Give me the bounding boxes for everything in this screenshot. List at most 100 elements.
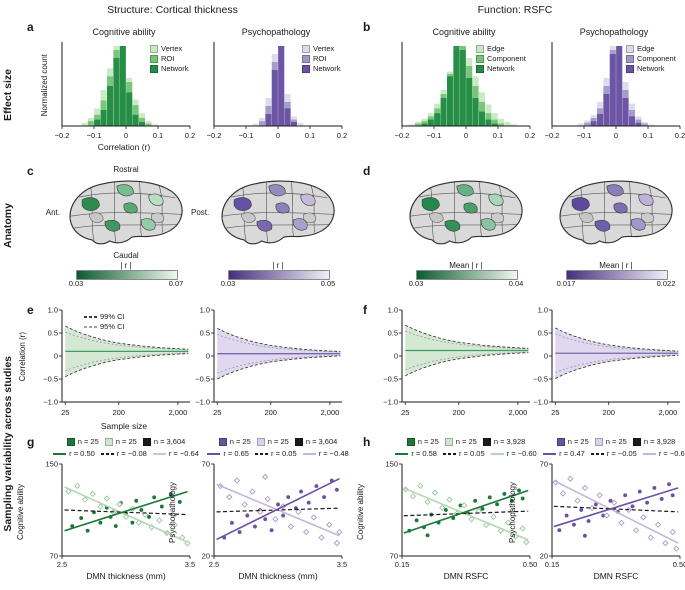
histogram-structure-cognitive: −0.2 −0.1 0 0.1 0.2: [55, 42, 195, 140]
legend-swatch-edge: [476, 44, 484, 53]
r-label-light: r = −0.60: [506, 449, 537, 458]
legend-swatch-nfull: [294, 437, 303, 446]
r-line-sample-dashed: [100, 452, 114, 455]
svg-text:−0.2: −0.2: [55, 131, 70, 140]
svg-text:−0.1: −0.1: [87, 131, 102, 140]
colorbar-max-function-cognitive: 0.04: [508, 279, 524, 288]
svg-text:0.15: 0.15: [395, 560, 410, 569]
svg-text:0.5: 0.5: [538, 329, 548, 338]
svg-text:2,000: 2,000: [509, 408, 528, 417]
legend-swatch-n25-light: [444, 437, 453, 446]
hist-title-structure-psychopathology: Psychopathology: [241, 27, 311, 37]
svg-text:0: 0: [124, 131, 128, 140]
svg-text:0.2: 0.2: [525, 131, 535, 140]
scatter-legend-n-structure-psychopathology: n = 25 n = 25 n = 3,604: [193, 437, 363, 446]
legend-swatch-vertex: [302, 44, 310, 53]
scatter-ylabel-cognitive-ability: Cognitive ability: [15, 483, 25, 541]
r-line-sample-solid: [543, 452, 557, 455]
hist-legend-structure-psychopathology: Vertex ROI Network: [302, 44, 341, 73]
anatomy-label-caudal: Caudal: [113, 251, 139, 260]
r-line-sample-solid: [207, 452, 221, 455]
svg-text:−0.2: −0.2: [395, 131, 410, 140]
panel-letter-d: d: [363, 164, 371, 178]
r-label-dashed: r = −0.05: [606, 449, 637, 458]
svg-text:25: 25: [401, 408, 409, 417]
legend-label-n25-light: n = 25: [115, 437, 137, 446]
svg-text:3.5: 3.5: [337, 560, 347, 569]
svg-text:200: 200: [112, 408, 125, 417]
legend-swatch-network: [476, 64, 484, 73]
funnel-plot-structure-cognitive: 1.0 0.5 0 −0.5 −1.025 200 2,000: [43, 306, 190, 417]
svg-text:1.0: 1.0: [538, 306, 548, 315]
svg-text:2,000: 2,000: [659, 408, 678, 417]
funnel-plot-function-cognitive: 1.0 0.5 0 −0.5 −1.025 200 2,000: [383, 306, 530, 417]
legend-swatch-vertex: [150, 44, 158, 53]
funnel-ylabel-correlation: Correlation (r): [17, 332, 27, 382]
svg-text:70: 70: [540, 460, 548, 469]
legend-swatch-network: [150, 64, 158, 73]
column-header-structure: Structure: Cortical thickness: [107, 4, 238, 16]
svg-text:0.5: 0.5: [48, 329, 58, 338]
scatter-ylabel-cognitive-ability: Cognitive ability: [355, 483, 365, 541]
scatter-legend-n-function-psychopathology: n = 25 n = 25 n = 3,928: [531, 437, 685, 446]
svg-text:0.2: 0.2: [337, 131, 347, 140]
svg-text:−0.5: −0.5: [195, 375, 210, 384]
svg-text:−1.0: −1.0: [533, 398, 548, 407]
anatomy-label-rostral: Rostral: [113, 165, 139, 174]
scatter-legend-r-structure-psychopathology: r = 0.65 r = 0.05 r = −0.48: [193, 449, 363, 458]
r-label-dashed: r = −0.08: [116, 449, 147, 458]
scatter-legend-r-function-psychopathology: r = 0.47 r = −0.05 r = −0.61: [531, 449, 685, 458]
svg-text:1.0: 1.0: [48, 306, 58, 315]
legend-label-network: Network: [487, 64, 515, 73]
svg-text:−0.2: −0.2: [545, 131, 560, 140]
scatter-structure-psychopathology: 20 70 2.5 3.5: [202, 460, 348, 570]
r-label-light: r = −0.64: [168, 449, 199, 458]
scatter-xlabel-dmn-rsfc: DMN RSFC: [443, 571, 489, 581]
r-label-solid: r = 0.47: [559, 449, 585, 458]
svg-text:0: 0: [394, 352, 398, 361]
legend-label-n25-dark: n = 25: [417, 437, 439, 446]
svg-text:0: 0: [544, 352, 548, 361]
hist-title-function-psychopathology: Psychopathology: [579, 27, 649, 37]
anatomy-label-post: Post.: [191, 208, 210, 217]
svg-text:0.5: 0.5: [388, 329, 398, 338]
legend-label-network: Network: [313, 64, 341, 73]
scatter-xlabel-dmn-thickness: DMN thickness (mm): [238, 571, 318, 581]
legend-label-n25-dark: n = 25: [229, 437, 251, 446]
r-line-sample-light: [642, 452, 656, 455]
r-line-sample-light: [302, 452, 316, 455]
r-label-light: r = −0.61: [658, 449, 685, 458]
colorbar-min-function-psychopathology: 0.017: [556, 279, 576, 288]
legend-swatch-n25-dark: [406, 437, 415, 446]
svg-text:25: 25: [551, 408, 559, 417]
svg-text:0.50: 0.50: [673, 560, 685, 569]
hist-xlabel-correlation: Correlation (r): [97, 142, 151, 152]
legend-swatch-edge: [626, 44, 634, 53]
svg-text:0.2: 0.2: [185, 131, 195, 140]
svg-text:2.5: 2.5: [57, 560, 67, 569]
colorbar-label-function-psychopathology: Mean | r |: [599, 261, 633, 270]
funnel-xlabel-sample-size: Sample size: [100, 421, 148, 431]
hist-legend-function-psychopathology: Edge Component Network: [626, 44, 676, 73]
r-label-solid: r = 0.58: [411, 449, 437, 458]
svg-text:2,000: 2,000: [169, 408, 188, 417]
histogram-structure-psychopathology: −0.2 −0.1 0 0.1 0.2: [207, 42, 347, 140]
legend-label-nfull: n = 3,604: [153, 437, 186, 446]
legend-label-n25-dark: n = 25: [567, 437, 589, 446]
colorbar-function-cognitive: [416, 270, 518, 280]
svg-text:0.5: 0.5: [200, 329, 210, 338]
legend-swatch-roi: [302, 54, 310, 63]
hist-title-structure-cognitive: Cognitive ability: [92, 27, 156, 37]
legend-swatch-n25-light: [256, 437, 265, 446]
ci99-line-sample: [84, 315, 97, 318]
colorbar-label-structure-psychopathology: | r |: [272, 261, 284, 270]
legend-label-component: Component: [487, 54, 526, 63]
colorbar-min-structure-cognitive: 0.03: [68, 279, 84, 288]
legend-swatch-network: [626, 64, 634, 73]
colorbar-min-structure-psychopathology: 0.03: [220, 279, 236, 288]
legend-swatch-component: [626, 54, 634, 63]
scatter-xlabel-dmn-thickness: DMN thickness (mm): [86, 571, 166, 581]
hist-title-function-cognitive: Cognitive ability: [432, 27, 496, 37]
legend-swatch-component: [476, 54, 484, 63]
brain-map-function-psychopathology: [559, 180, 673, 245]
